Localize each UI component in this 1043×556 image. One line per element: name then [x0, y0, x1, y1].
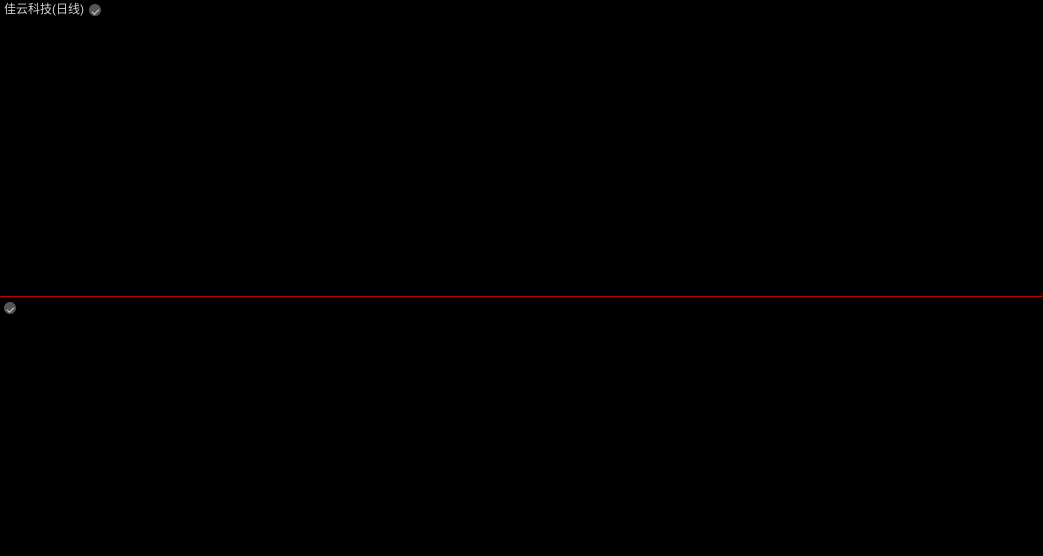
collapse-icon[interactable]	[89, 4, 101, 16]
kdj-header	[0, 298, 1043, 316]
main-chart-header: 佳云科技(日线)	[0, 0, 1043, 18]
panel-separator	[0, 296, 1043, 297]
collapse-icon[interactable]	[4, 302, 16, 314]
stock-name: 佳云科技(日线)	[4, 2, 84, 16]
kdj-indicator-chart[interactable]	[0, 0, 300, 150]
